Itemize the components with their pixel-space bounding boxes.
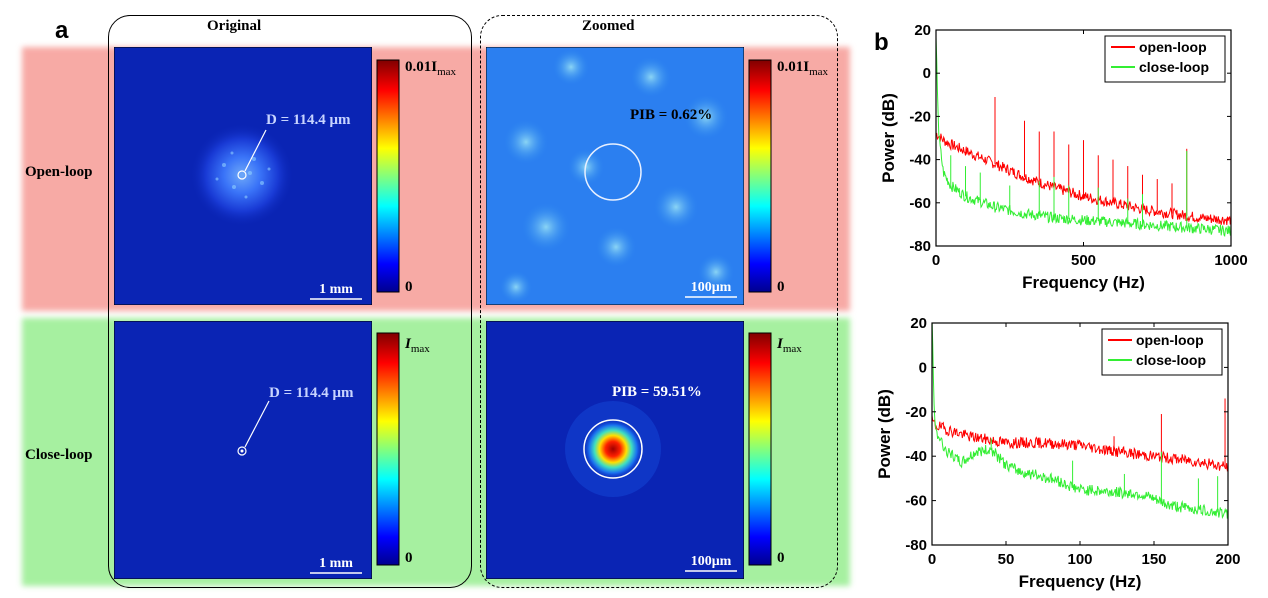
- open-original-colorbar: 0.01Imax 0: [376, 59, 457, 295]
- series-line-open-loop: [936, 132, 1231, 226]
- x-axis-label: Frequency (Hz): [1022, 273, 1145, 292]
- y-tick-label: 20: [914, 22, 931, 39]
- original-header: Original: [207, 18, 262, 34]
- close-original-colorbar: Imax 0: [376, 332, 430, 566]
- y-tick-label: 20: [910, 315, 927, 332]
- cbar-max-label: 0.01I: [777, 59, 809, 75]
- scalebar-label: 100μm: [691, 280, 732, 295]
- open-loop-zoomed-image: PIB = 0.62% 100μm: [486, 47, 744, 305]
- x-tick-label: 0: [928, 551, 936, 568]
- pib-circle: [584, 143, 642, 201]
- y-tick-label: -80: [905, 537, 927, 554]
- y-axis-label: Power (dB): [875, 389, 894, 479]
- close-zoomed-colorbar: Imax 0: [748, 332, 802, 566]
- legend: open-loop close-loop: [1101, 328, 1223, 376]
- cbar-max-sub: max: [411, 343, 430, 355]
- scalebar-label: 1 mm: [319, 282, 353, 297]
- open-loop-row-label: Open-loop: [25, 164, 93, 180]
- diameter-annotation: D = 114.4 μm: [269, 385, 354, 401]
- cbar-min-label: 0: [405, 279, 413, 295]
- cbar-max-label: 0.01I: [405, 59, 437, 75]
- zoomed-header: Zoomed: [582, 18, 635, 34]
- cbar-max-label: I: [776, 336, 784, 352]
- series-line-close-loop: [936, 37, 1231, 237]
- open-loop-original-image: D = 114.4 μm 1 mm: [114, 47, 372, 305]
- x-tick-label: 1000: [1214, 252, 1247, 269]
- panel-b-letter: b: [874, 29, 889, 56]
- psd-chart-top: -80 -60 -40 -20 0 20 0 500 1000 Frequency (Hz) Pow…: [879, 22, 1248, 292]
- svg-text:Imax: Imax: [404, 336, 430, 355]
- open-zoomed-colorbar: 0.01Imax 0: [748, 59, 829, 295]
- y-tick-label: -60: [909, 195, 931, 212]
- pib-circle: [583, 419, 643, 479]
- x-tick-label: 0: [932, 252, 940, 269]
- x-tick-label: 500: [1071, 252, 1096, 269]
- diameter-annotation: D = 114.4 μm: [266, 112, 351, 128]
- annotation-leader: [244, 129, 267, 172]
- x-tick-label: 50: [998, 551, 1015, 568]
- cbar-max-sub: max: [437, 66, 456, 78]
- close-loop-original-image: D = 114.4 μm 1 mm: [114, 321, 372, 579]
- pib-circle: [237, 170, 247, 180]
- y-tick-label: -80: [909, 238, 931, 255]
- y-tick-label: 0: [923, 65, 931, 82]
- speckle-blobs: [500, 49, 734, 303]
- legend: open-loop close-loop: [1104, 35, 1226, 83]
- close-loop-row-label: Close-loop: [25, 447, 93, 463]
- speckle-dots: [215, 151, 271, 199]
- legend-label: open-loop: [1136, 332, 1204, 348]
- y-tick-label: -20: [905, 404, 927, 421]
- x-tick-label: 150: [1141, 551, 1166, 568]
- series-line-open-loop: [932, 415, 1228, 472]
- x-tick-label: 100: [1067, 551, 1092, 568]
- svg-text:0.01Imax: 0.01Imax: [405, 59, 457, 78]
- legend-label: open-loop: [1139, 39, 1207, 55]
- pib-circle: [237, 446, 247, 456]
- svg-text:Imax: Imax: [776, 336, 802, 355]
- panel-a-letter: a: [55, 17, 69, 44]
- legend-label: close-loop: [1136, 352, 1206, 368]
- cbar-min-label: 0: [777, 279, 785, 295]
- cbar-max-sub: max: [809, 66, 828, 78]
- original-column-frame: [108, 15, 472, 588]
- scalebar-label: 100μm: [691, 554, 732, 569]
- close-loop-zoomed-image: PIB = 59.51% 100μm: [486, 321, 744, 579]
- pib-annotation: PIB = 59.51%: [612, 384, 702, 400]
- cbar-max-sub: max: [783, 343, 802, 355]
- y-axis-label: Power (dB): [879, 93, 898, 183]
- pib-annotation: PIB = 0.62%: [630, 107, 712, 123]
- scalebar-label: 1 mm: [319, 556, 353, 571]
- zoomed-column-frame: [480, 15, 838, 588]
- svg-text:0.01Imax: 0.01Imax: [777, 59, 829, 78]
- x-tick-label: 200: [1215, 551, 1240, 568]
- y-tick-label: -40: [909, 152, 931, 169]
- x-axis-label: Frequency (Hz): [1019, 572, 1142, 591]
- focused-spot: [583, 419, 643, 479]
- y-tick-label: -40: [905, 448, 927, 465]
- cbar-min-label: 0: [777, 550, 785, 566]
- y-tick-label: -60: [905, 493, 927, 510]
- annotation-leader: [244, 400, 270, 448]
- cbar-min-label: 0: [405, 550, 413, 566]
- cbar-max-label: I: [404, 336, 412, 352]
- series-line-close-loop: [932, 323, 1228, 520]
- y-tick-label: 0: [919, 359, 927, 376]
- legend-label: close-loop: [1139, 59, 1209, 75]
- y-tick-label: -20: [909, 108, 931, 125]
- beam-spot: [240, 449, 244, 453]
